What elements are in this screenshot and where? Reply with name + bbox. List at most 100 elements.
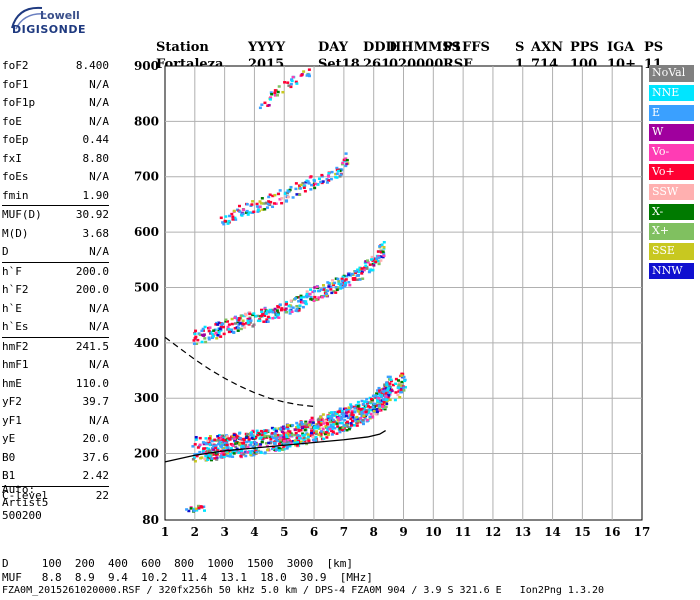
echo-point <box>265 310 269 313</box>
echo-point <box>297 309 301 312</box>
echo-point <box>202 447 206 450</box>
echo-point <box>326 281 330 284</box>
echo-point <box>257 445 261 449</box>
echo-point <box>324 425 328 428</box>
param-row: hmF2 241.5 <box>2 338 109 357</box>
header-label: YYYY <box>247 40 286 55</box>
echo-point <box>245 209 249 213</box>
echo-point <box>221 322 225 325</box>
echo-point <box>259 436 263 439</box>
echo-point <box>340 409 344 413</box>
echo-point <box>219 437 223 441</box>
echo-point <box>336 277 340 281</box>
echo-point <box>226 454 230 458</box>
param-divider <box>2 485 109 487</box>
echo-point <box>331 413 335 417</box>
echo-point <box>375 257 379 261</box>
legend-item: SSW <box>649 183 694 201</box>
echo-point <box>382 254 386 257</box>
echo-point <box>356 419 360 423</box>
echo-point <box>264 429 268 432</box>
echo-point <box>207 336 211 339</box>
echo-point <box>265 318 269 321</box>
echo-point <box>248 321 252 324</box>
param-row: hmF1 N/A <box>2 356 109 375</box>
echo-point <box>319 288 323 291</box>
echo-point <box>325 292 329 295</box>
param-name: hmF2 <box>2 339 29 353</box>
echo-point <box>279 440 283 443</box>
echo-point <box>202 505 206 508</box>
echo-point <box>232 433 236 437</box>
echo-point <box>333 411 337 414</box>
echo-point <box>210 457 214 460</box>
echo-trace <box>258 68 311 110</box>
x-tick-label: 8 <box>370 525 378 539</box>
echo-point <box>306 180 310 183</box>
header-value: 1 <box>515 57 524 72</box>
echo-point <box>311 290 315 294</box>
y-tick-label: 400 <box>134 336 159 350</box>
echo-point <box>360 414 364 418</box>
echo-point <box>234 442 238 445</box>
param-divider <box>2 205 109 206</box>
echo-point <box>243 314 247 318</box>
echo-point <box>270 435 274 438</box>
echo-point <box>384 405 388 409</box>
echo-point <box>248 317 252 321</box>
param-name: B0 <box>2 450 16 464</box>
echo-point <box>259 451 263 454</box>
echo-point <box>329 423 333 427</box>
echo-point <box>383 389 387 393</box>
echo-point <box>241 443 245 446</box>
echo-point <box>276 433 280 437</box>
echo-point <box>221 325 225 329</box>
echo-point <box>220 451 224 454</box>
echo-point <box>360 399 364 403</box>
echo-point <box>294 187 298 191</box>
header-label: PS <box>644 40 663 55</box>
echo-point <box>345 162 349 166</box>
echo-point <box>223 441 227 445</box>
echo-point <box>269 441 273 445</box>
logo-emblem <box>11 6 47 30</box>
echo-point <box>241 446 245 449</box>
echo-point <box>237 326 241 330</box>
echo-point <box>388 398 392 402</box>
echo-point <box>267 195 271 199</box>
x-tick-label: 17 <box>634 525 651 539</box>
echo-point <box>301 432 305 435</box>
echo-point <box>279 308 283 312</box>
echo-point <box>212 329 216 332</box>
echo-point <box>300 73 304 77</box>
echo-point <box>253 440 257 444</box>
echo-point <box>401 372 405 376</box>
echo-point <box>319 430 323 433</box>
echo-point <box>281 427 285 430</box>
echo-point <box>273 307 277 311</box>
echo-point <box>344 157 348 160</box>
echo-point <box>304 302 308 306</box>
param-row: foF1p N/A <box>2 94 109 113</box>
echo-point <box>336 410 340 414</box>
echo-point <box>307 439 311 442</box>
echo-point <box>338 169 342 173</box>
echo-point <box>375 398 379 401</box>
echo-point <box>363 417 367 420</box>
echo-point <box>285 445 289 449</box>
echo-point <box>315 285 319 289</box>
echo-point <box>334 277 338 280</box>
echo-point <box>224 452 228 456</box>
echo-point <box>402 386 406 389</box>
echo-point <box>222 222 226 226</box>
echo-point <box>364 404 368 407</box>
echo-point <box>211 447 215 450</box>
echo-point <box>285 300 289 304</box>
param-value: N/A <box>89 77 109 91</box>
echo-point <box>273 193 277 197</box>
echo-point <box>387 394 391 397</box>
echo-point <box>258 319 262 323</box>
true-height-profile <box>164 430 386 463</box>
echo-point <box>307 74 311 78</box>
echo-point <box>371 405 375 409</box>
